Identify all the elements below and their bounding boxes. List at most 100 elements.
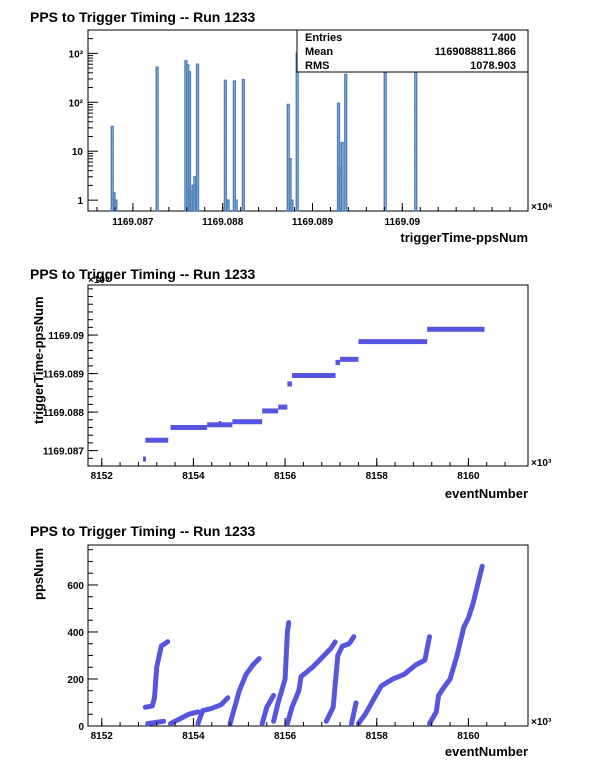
x-axis-label: triggerTime-ppsNum bbox=[400, 230, 528, 245]
histogram-bar bbox=[226, 199, 230, 212]
x-multiplier: ×10³ bbox=[531, 458, 552, 469]
x-tick-label: 1169.09 bbox=[384, 217, 420, 228]
data-points bbox=[142, 563, 485, 727]
data-track bbox=[349, 700, 359, 727]
data-segment bbox=[262, 408, 279, 414]
data-segment bbox=[287, 381, 292, 387]
data-track bbox=[355, 634, 432, 727]
chart-title: PPS to Trigger Timing -- Run 1233 bbox=[30, 9, 256, 25]
stats-mean-label: Mean bbox=[305, 46, 333, 58]
stats-box-frame bbox=[296, 29, 529, 73]
data-track bbox=[227, 655, 263, 727]
data-segment bbox=[340, 356, 359, 362]
data-segment bbox=[358, 339, 428, 345]
histogram-bar bbox=[336, 102, 341, 212]
x-tick-label: 8160 bbox=[457, 471, 480, 482]
histogram-bar bbox=[187, 71, 192, 212]
data-segment bbox=[232, 419, 263, 425]
histogram-bar bbox=[344, 73, 348, 212]
x-tick-label: 8154 bbox=[182, 731, 205, 742]
data-track bbox=[271, 620, 292, 724]
x-tick-label: 8158 bbox=[366, 731, 389, 742]
histogram-bar bbox=[234, 199, 238, 212]
x-tick-label: 1169.087 bbox=[112, 217, 154, 228]
data-segment bbox=[170, 424, 208, 430]
histogram-bar bbox=[414, 49, 418, 212]
stats-rms-label: RMS bbox=[305, 60, 329, 72]
data-track bbox=[142, 638, 171, 710]
data-track bbox=[323, 634, 357, 724]
y-tick-label: 10² bbox=[69, 98, 84, 109]
data-track bbox=[284, 638, 338, 727]
stats-mean-value: 1169088811.866 bbox=[435, 46, 516, 58]
histogram-bar bbox=[110, 125, 114, 212]
axes: 8152 8154 8156 8158 8160 0 200 400 600 bbox=[67, 549, 506, 742]
histogram-bar bbox=[193, 176, 197, 212]
y-tick-label: 1169.09 bbox=[48, 331, 84, 342]
y-tick-label: 1169.087 bbox=[43, 447, 85, 458]
x-multiplier: ×10⁶ bbox=[531, 202, 553, 213]
pps-number-panel: PPS to Trigger Timing -- Run 1233 8152 81… bbox=[30, 523, 552, 759]
x-axis-label: eventNumber bbox=[445, 744, 528, 759]
x-tick-label: 8160 bbox=[457, 731, 480, 742]
x-tick-label: 8152 bbox=[91, 471, 114, 482]
histogram-bar bbox=[155, 66, 159, 212]
y-tick-label: 400 bbox=[67, 628, 84, 639]
trigger-time-panel: PPS to Trigger Timing -- Run 1233 8152 81… bbox=[30, 266, 552, 501]
stats-rms-value: 1078.903 bbox=[470, 60, 516, 72]
data-segment bbox=[427, 326, 485, 332]
y-tick-label: 1169.088 bbox=[43, 408, 85, 419]
data-track bbox=[145, 718, 167, 727]
chart-title: PPS to Trigger Timing -- Run 1233 bbox=[30, 266, 256, 282]
histogram-bar bbox=[114, 199, 118, 212]
axes: 1169.087 1169.088 1169.089 1169.09 1 10 10² 10³ bbox=[69, 29, 529, 228]
histogram-bar bbox=[340, 141, 344, 212]
y-tick-label: 10 bbox=[72, 147, 84, 158]
data-track bbox=[259, 692, 277, 727]
histogram-bars bbox=[110, 45, 418, 212]
x-tick-label: 8156 bbox=[274, 731, 297, 742]
y-tick-label: 10³ bbox=[69, 49, 84, 60]
histogram-bar bbox=[290, 199, 294, 212]
data-segment bbox=[143, 456, 146, 462]
data-segment bbox=[218, 421, 222, 427]
histogram-bar bbox=[288, 158, 292, 212]
histogram-bar bbox=[286, 103, 290, 212]
histogram-bar bbox=[232, 80, 237, 212]
data-segment bbox=[291, 373, 336, 378]
y-tick-label: 200 bbox=[67, 675, 84, 686]
y-tick-label: 0 bbox=[78, 722, 84, 733]
data-segment bbox=[278, 404, 288, 410]
axes: 8152 8154 8156 8158 8160 1169.087 1169.088 1169… bbox=[43, 288, 506, 482]
x-tick-label: 8156 bbox=[274, 471, 297, 482]
data-segment bbox=[335, 359, 341, 365]
histogram-bar bbox=[241, 78, 245, 212]
chart-title: PPS to Trigger Timing -- Run 1233 bbox=[30, 523, 256, 539]
data-track bbox=[168, 709, 201, 727]
stats-entries-value: 7400 bbox=[492, 32, 516, 44]
plot-frame bbox=[87, 284, 529, 467]
y-axis-label: triggerTime-ppsNum bbox=[31, 296, 46, 424]
x-tick-label: 8158 bbox=[366, 471, 389, 482]
y-tick-label: 1 bbox=[77, 196, 83, 207]
x-tick-label: 8154 bbox=[182, 471, 205, 482]
stats-entries-label: Entries bbox=[305, 32, 342, 44]
x-tick-label: 1169.089 bbox=[292, 217, 334, 228]
data-track bbox=[195, 695, 231, 727]
x-tick-label: 8152 bbox=[91, 731, 114, 742]
plot-frame bbox=[87, 544, 529, 727]
stats-box: Entries 7400 Mean 1169088811.866 RMS 107… bbox=[296, 29, 529, 73]
histogram-panel: PPS to Trigger Timing -- Run 1233 1169.0… bbox=[30, 9, 553, 245]
histogram-bar bbox=[295, 52, 299, 212]
x-multiplier: ×10³ bbox=[531, 717, 552, 728]
y-tick-label: 1169.089 bbox=[43, 370, 85, 381]
data-track bbox=[427, 563, 485, 727]
y-multiplier: ×10⁶ bbox=[88, 275, 110, 286]
data-points bbox=[143, 326, 485, 462]
data-segment bbox=[145, 437, 169, 443]
y-tick-label: 600 bbox=[67, 581, 84, 592]
x-tick-label: 1169.088 bbox=[202, 217, 244, 228]
x-axis-label: eventNumber bbox=[445, 486, 528, 501]
histogram-bar bbox=[195, 63, 200, 212]
